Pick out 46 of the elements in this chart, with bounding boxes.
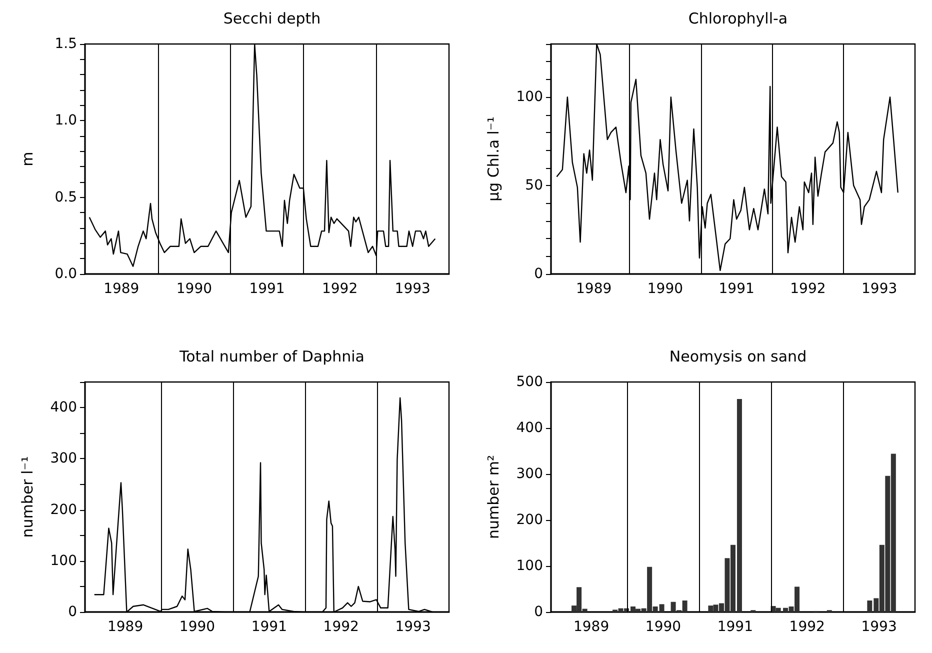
y-tick-label: 300: [516, 466, 543, 482]
x-tick-label: 1991: [251, 619, 287, 635]
x-tick-label: 1989: [107, 619, 144, 635]
y-tick-label: 400: [50, 400, 77, 416]
x-tick-label: 1991: [249, 281, 285, 297]
y-tick-label: 0: [534, 266, 543, 282]
y-tick-label: 500: [516, 374, 543, 390]
y-tick-label: 0.5: [54, 189, 77, 206]
y-tick-label: 200: [516, 512, 543, 528]
x-tick-label: 1993: [861, 281, 898, 297]
chart-title: Total number of Daphnia: [178, 348, 364, 366]
chart-title: Chlorophyll-a: [688, 10, 788, 28]
x-tick-label: 1990: [647, 281, 684, 297]
y-axis-title: µg Chl.a l⁻¹: [484, 116, 502, 202]
x-tick-label: 1990: [645, 619, 682, 635]
x-tick-label: 1992: [790, 281, 826, 297]
y-tick-label: 0.0: [54, 266, 77, 282]
chart-title: Neomysis on sand: [669, 348, 807, 366]
x-tick-label: 1989: [576, 281, 612, 297]
chart-title: Secchi depth: [223, 10, 321, 28]
y-tick-label: 1.0: [54, 112, 77, 129]
y-tick-label: 300: [50, 450, 77, 467]
y-tick-label: 0: [68, 604, 77, 620]
x-tick-label: 1992: [322, 281, 358, 297]
y-axis-title: number m²: [484, 455, 502, 539]
x-tick-label: 1992: [323, 619, 359, 635]
x-tick-label: 1990: [179, 619, 216, 635]
x-tick-label: 1989: [104, 281, 140, 297]
x-tick-label: 1989: [573, 619, 610, 635]
x-tick-label: 1993: [861, 619, 897, 635]
y-tick-label: 50: [525, 178, 543, 194]
y-tick-label: 200: [50, 502, 77, 518]
x-tick-label: 1992: [789, 619, 825, 635]
y-axis-title: number l⁻¹: [18, 456, 36, 538]
x-tick-label: 1990: [176, 281, 212, 297]
y-axis-title: m: [18, 152, 36, 166]
x-tick-label: 1991: [718, 281, 754, 297]
y-tick-label: 100: [50, 552, 77, 569]
y-tick-label: 1.5: [54, 36, 77, 52]
x-tick-label: 1991: [717, 619, 753, 635]
y-tick-label: 100: [516, 558, 543, 574]
y-tick-label: 100: [516, 89, 543, 106]
y-tick-label: 0: [534, 604, 543, 620]
x-tick-label: 1993: [394, 281, 430, 297]
x-tick-label: 1993: [395, 619, 431, 635]
y-tick-label: 400: [516, 420, 543, 436]
